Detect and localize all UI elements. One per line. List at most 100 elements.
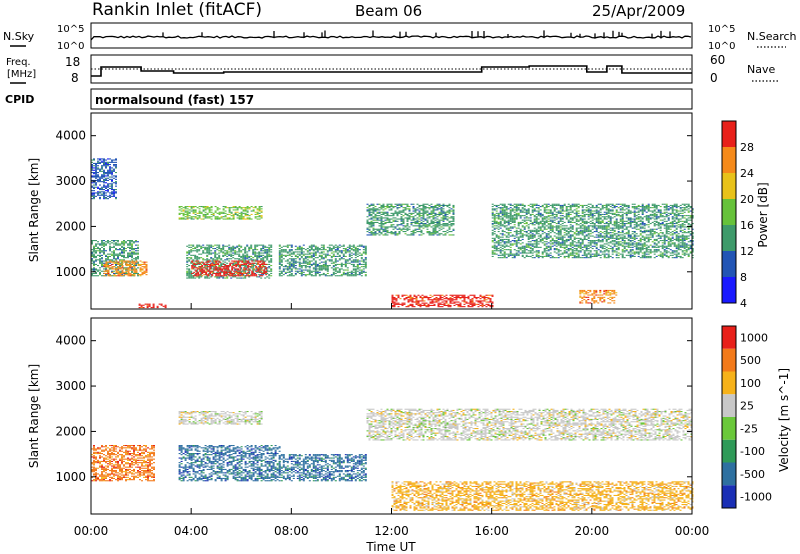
echo-cell-8 xyxy=(437,302,440,304)
echo-cell-9 xyxy=(559,232,562,234)
echo-cell-9 xyxy=(547,226,550,228)
echo-cell-5 xyxy=(230,207,233,209)
echo-cell-7 xyxy=(446,224,449,226)
echo-cell-5 xyxy=(246,213,249,215)
echo-cell-9 xyxy=(503,257,506,259)
echo-cell-1 xyxy=(133,274,136,276)
echo-cell-3 xyxy=(198,257,201,259)
echo-cell-2 xyxy=(138,307,141,309)
echo-cell-7 xyxy=(450,234,453,236)
echo-cell-7 xyxy=(388,203,391,205)
echo-cell-4 xyxy=(219,271,222,273)
echo-cell-9 xyxy=(513,207,516,209)
echo-cell-6 xyxy=(342,263,345,265)
echo-cell-0 xyxy=(119,254,121,256)
echo-cell-9 xyxy=(561,210,564,212)
echo-cell-9 xyxy=(531,250,534,252)
echo-cell-9 xyxy=(577,206,580,208)
echo-cell-9 xyxy=(495,248,498,250)
echo-cell-6 xyxy=(352,250,355,252)
echo-cell-9 xyxy=(569,253,572,255)
echo-cell-6 xyxy=(326,269,329,271)
echo-cell-7 xyxy=(394,232,397,234)
echo-cell-6 xyxy=(300,269,303,271)
echo-cell-7 xyxy=(434,217,437,219)
echo-cell-0 xyxy=(115,240,117,242)
echo-cell-0 xyxy=(135,263,137,265)
echo-cell-7 xyxy=(380,211,383,213)
echo-cell-3 xyxy=(250,267,253,269)
echo-cell-6 xyxy=(340,263,343,265)
echo-cell-5 xyxy=(240,207,243,209)
echo-cell-9 xyxy=(521,204,524,206)
echo-cell-9 xyxy=(541,252,544,254)
echo-cell-9 xyxy=(567,206,570,208)
echo-cell-7 xyxy=(368,206,371,208)
echo-cell-6 xyxy=(348,255,351,257)
echo-cell-9 xyxy=(581,225,584,227)
echo-cell-6 xyxy=(352,274,355,276)
echo-cell-6 xyxy=(334,250,337,252)
echo-cell-9 xyxy=(527,217,530,219)
echo-cell-9 xyxy=(505,217,508,219)
echo-cell-5 xyxy=(228,208,231,210)
echo-cell-6 xyxy=(300,262,303,264)
echo-cell-4 xyxy=(209,270,212,272)
echo-cell-9 xyxy=(545,206,548,208)
echo-cell-3 xyxy=(212,261,215,263)
echo-cell-1 xyxy=(129,274,132,276)
echo-cell-9 xyxy=(575,252,578,254)
echo-cell-7 xyxy=(384,217,387,219)
echo-cell-6 xyxy=(358,249,361,251)
echo-cell-9 xyxy=(559,243,562,245)
echo-cell-3 xyxy=(246,251,249,253)
echo-cell-1 xyxy=(133,269,136,271)
echo-cell-3 xyxy=(214,253,217,255)
echo-cell-9 xyxy=(513,213,516,215)
echo-cell-7 xyxy=(404,207,407,209)
echo-cell-7 xyxy=(432,210,435,212)
echo-cell-0 xyxy=(131,253,133,255)
echo-cell-0 xyxy=(125,250,127,252)
echo-cell-9 xyxy=(539,213,542,215)
echo-cell-1 xyxy=(103,270,106,272)
echo-cell-4 xyxy=(251,272,254,274)
echo-cell-7 xyxy=(376,229,379,231)
echo-cell-8 xyxy=(483,300,486,302)
echo-cell-0 xyxy=(107,253,109,255)
echo-cell-9 xyxy=(491,251,494,253)
echo-cell-1 xyxy=(145,267,148,269)
echo-cell-9 xyxy=(499,254,502,256)
echo-cell-0 xyxy=(119,248,121,250)
echo-cell-7 xyxy=(452,207,455,209)
echo-cell-6 xyxy=(314,263,317,265)
echo-cell-9 xyxy=(505,241,508,243)
echo-cell-9 xyxy=(501,212,504,214)
echo-cell-4 xyxy=(263,266,266,268)
echo-cell-9 xyxy=(507,233,510,235)
echo-cell-1 xyxy=(133,267,136,269)
echo-cell-0 xyxy=(129,250,131,252)
echo-cell-0 xyxy=(101,262,103,264)
echo-cell-9 xyxy=(539,216,542,218)
echo-cell-6 xyxy=(356,248,359,250)
echo-cell-3 xyxy=(196,259,199,261)
echo-cell-9 xyxy=(545,250,548,252)
echo-cell-5 xyxy=(216,216,219,218)
echo-cell-6 xyxy=(356,245,359,247)
echo-cell-6 xyxy=(332,248,335,250)
echo-cell-9 xyxy=(559,255,562,257)
echo-cell-6 xyxy=(290,270,293,272)
echo-cell-5 xyxy=(184,207,187,209)
echo-cell-1 xyxy=(115,271,118,273)
echo-cell-9 xyxy=(565,249,568,251)
echo-cell-7 xyxy=(414,220,417,222)
echo-cell-8 xyxy=(407,295,410,297)
echo-cell-9 xyxy=(507,242,510,244)
echo-cell-9 xyxy=(559,234,562,236)
echo-cell-9 xyxy=(531,206,534,208)
echo-cell-8 xyxy=(469,302,472,304)
echo-cell-3 xyxy=(226,250,229,252)
echo-cell-7 xyxy=(448,217,451,219)
echo-cell-9 xyxy=(525,225,528,227)
